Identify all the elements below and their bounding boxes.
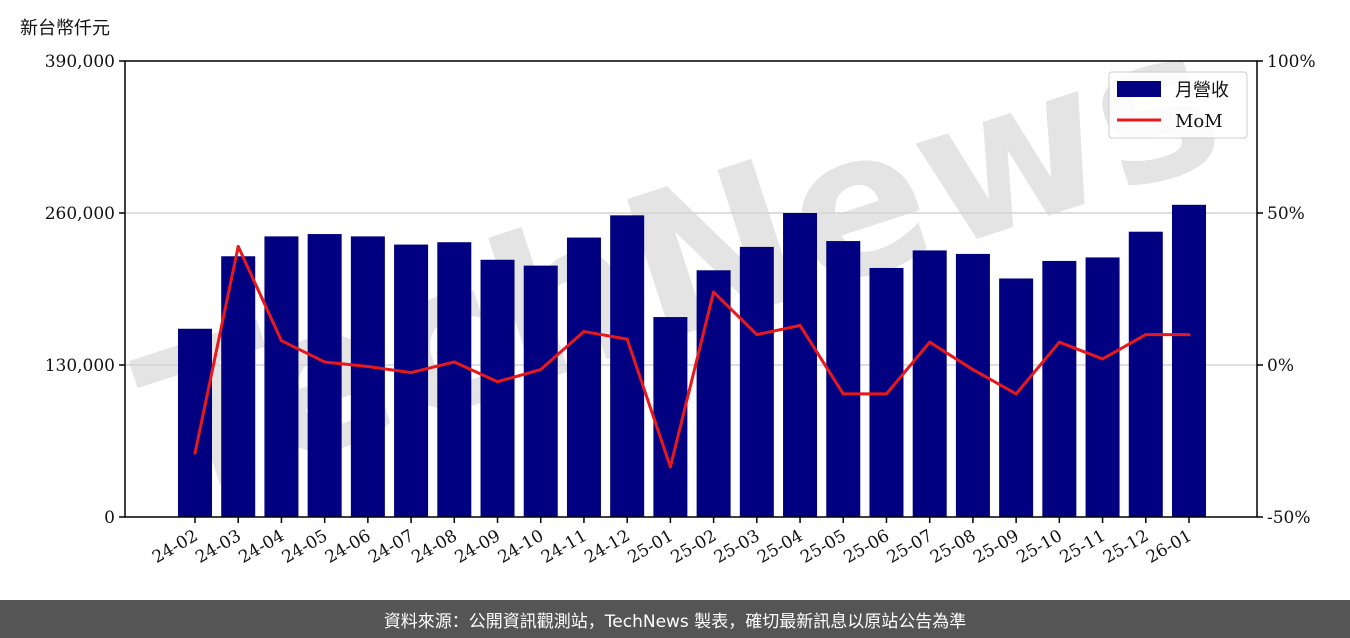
revenue-bar-24-04 bbox=[264, 236, 299, 517]
legend: 月營收 MoM bbox=[1108, 71, 1248, 139]
x-tick-label-24-07: 24-07 bbox=[365, 526, 417, 568]
revenue-bar-25-09 bbox=[999, 278, 1034, 517]
x-tick-label-25-01: 25-01 bbox=[624, 526, 676, 568]
mom-point-25-08 bbox=[971, 368, 975, 372]
mom-point-24-09 bbox=[496, 380, 500, 384]
mom-point-25-02 bbox=[712, 290, 716, 294]
x-tick-label-24-12: 24-12 bbox=[581, 526, 633, 568]
plot-frame bbox=[124, 60, 1258, 518]
revenue-bar-24-10 bbox=[523, 265, 558, 517]
mom-point-24-12 bbox=[625, 337, 629, 341]
mom-line-group bbox=[193, 244, 1191, 469]
mom-point-25-03 bbox=[755, 333, 759, 337]
mom-point-24-03 bbox=[236, 244, 240, 248]
revenue-bar-25-12 bbox=[1128, 231, 1163, 517]
x-tick-label-25-08: 25-08 bbox=[927, 526, 979, 568]
x-tick-label-25-03: 25-03 bbox=[711, 526, 763, 568]
mom-point-25-12 bbox=[1144, 333, 1148, 337]
revenue-bar-24-02 bbox=[178, 328, 212, 517]
revenue-bar-24-09 bbox=[480, 259, 515, 517]
mom-point-24-10 bbox=[539, 368, 543, 372]
mom-point-26-01 bbox=[1187, 333, 1191, 337]
x-tick-label-24-02: 24-02 bbox=[149, 526, 201, 568]
y-axis-unit-label: 新台幣仟元 bbox=[20, 18, 110, 39]
mom-point-24-05 bbox=[323, 360, 327, 364]
x-tick-label-24-10: 24-10 bbox=[495, 526, 547, 568]
mom-point-24-08 bbox=[452, 360, 456, 364]
x-tick-label-25-02: 25-02 bbox=[668, 526, 720, 568]
left-tick-label: 0 bbox=[104, 508, 115, 528]
x-tick-label-24-08: 24-08 bbox=[408, 526, 460, 568]
mom-point-25-06 bbox=[884, 392, 888, 396]
revenue-bar-25-04 bbox=[783, 213, 818, 517]
left-tick-label: 260,000 bbox=[45, 204, 115, 224]
revenue-bar-26-01 bbox=[1172, 204, 1206, 518]
x-tick-label-24-05: 24-05 bbox=[279, 526, 331, 568]
x-tick-label-24-11: 24-11 bbox=[538, 526, 590, 568]
x-tick-label-25-04: 25-04 bbox=[754, 526, 806, 568]
mom-point-25-04 bbox=[798, 323, 802, 327]
mom-point-24-02 bbox=[193, 451, 197, 455]
x-tick-label-25-12: 25-12 bbox=[1100, 526, 1152, 568]
x-tick-label-25-10: 25-10 bbox=[1013, 526, 1065, 568]
revenue-bar-24-12 bbox=[610, 215, 645, 518]
x-tick-label-26-01: 26-01 bbox=[1143, 526, 1195, 568]
revenue-bar-24-03 bbox=[221, 256, 256, 517]
right-tick-label: 0% bbox=[1267, 356, 1294, 376]
revenue-bar-25-03 bbox=[739, 246, 774, 517]
mom-line bbox=[193, 244, 1189, 469]
revenue-bar-24-05 bbox=[307, 234, 342, 518]
mom-point-24-11 bbox=[582, 330, 586, 334]
mom-point-24-07 bbox=[409, 371, 413, 375]
revenue-chart: TechNews 0130,000260,000390,000-50%0%50%… bbox=[45, 0, 1316, 568]
mom-point-25-01 bbox=[668, 465, 672, 469]
revenue-bars bbox=[178, 204, 1206, 518]
source-footer: 資料來源：公開資訊觀測站，TechNews 製表，確切最新訊息以原站公告為準 bbox=[0, 600, 1350, 638]
legend-label-revenue: 月營收 bbox=[1175, 80, 1229, 101]
revenue-bar-24-08 bbox=[437, 242, 472, 517]
mom-point-25-11 bbox=[1101, 357, 1105, 361]
mom-point-25-05 bbox=[841, 392, 845, 396]
revenue-bar-24-07 bbox=[394, 244, 429, 518]
legend-swatch-revenue bbox=[1117, 81, 1161, 97]
revenue-bar-25-08 bbox=[955, 253, 990, 517]
right-tick-label: -50% bbox=[1267, 508, 1311, 528]
revenue-bar-25-02 bbox=[696, 270, 731, 517]
left-tick-label: 390,000 bbox=[45, 52, 115, 72]
x-tick-label-25-05: 25-05 bbox=[797, 526, 849, 568]
revenue-bar-25-07 bbox=[912, 250, 947, 517]
x-tick-label-25-06: 25-06 bbox=[841, 526, 893, 568]
x-tick-label-25-09: 25-09 bbox=[970, 526, 1022, 568]
revenue-bar-24-11 bbox=[566, 237, 601, 518]
left-tick-label: 130,000 bbox=[45, 356, 115, 376]
mom-point-25-09 bbox=[1014, 392, 1018, 396]
mom-point-24-04 bbox=[279, 339, 283, 343]
legend-label-mom: MoM bbox=[1175, 111, 1223, 132]
right-tick-label: 50% bbox=[1267, 204, 1305, 224]
x-tick-label-24-09: 24-09 bbox=[452, 526, 504, 568]
mom-point-24-06 bbox=[366, 365, 370, 369]
x-tick-label-24-06: 24-06 bbox=[322, 526, 374, 568]
x-tick-label-25-11: 25-11 bbox=[1057, 526, 1109, 568]
mom-point-25-10 bbox=[1057, 340, 1061, 344]
right-tick-label: 100% bbox=[1267, 52, 1316, 72]
revenue-bar-25-05 bbox=[826, 241, 861, 518]
mom-point-25-07 bbox=[928, 340, 932, 344]
revenue-bar-25-11 bbox=[1085, 257, 1120, 517]
x-tick-label-25-07: 25-07 bbox=[884, 526, 936, 568]
x-tick-label-24-04: 24-04 bbox=[235, 526, 287, 568]
revenue-bar-24-06 bbox=[350, 236, 385, 517]
revenue-bar-25-10 bbox=[1042, 260, 1077, 517]
